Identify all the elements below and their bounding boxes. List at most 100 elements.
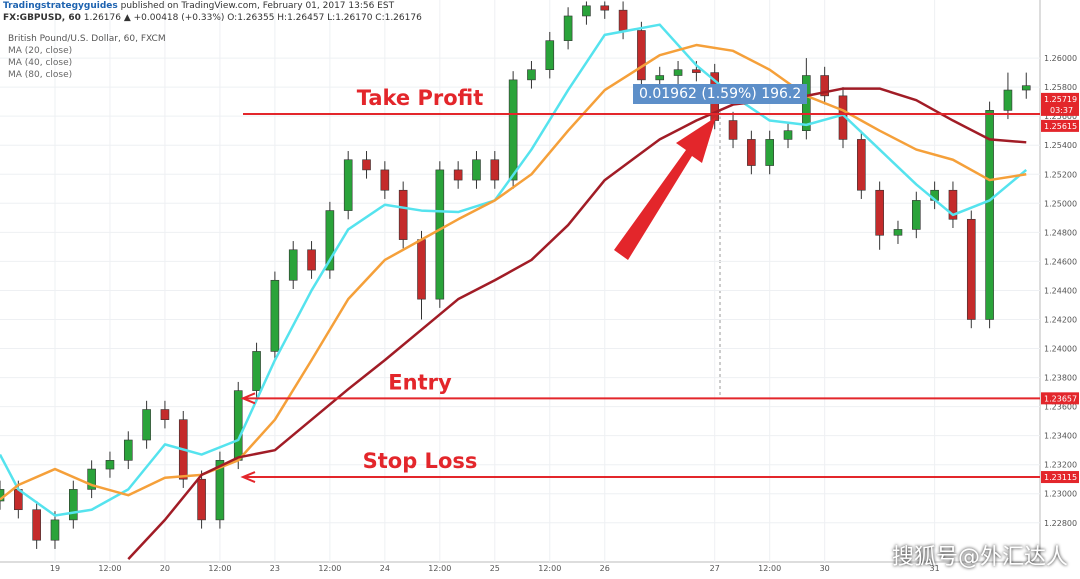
- candle-body: [911, 200, 921, 230]
- legend-item: MA (80, close): [8, 70, 73, 80]
- candle-body: [435, 169, 445, 300]
- candle-body: [490, 159, 500, 181]
- candle-body: [142, 409, 151, 441]
- candle-body: [32, 509, 41, 541]
- x-tick-label: 20: [160, 564, 170, 573]
- price-tag-label: 1.23657: [1044, 394, 1077, 403]
- candle-body: [728, 120, 738, 140]
- x-tick-label: 12:00: [538, 564, 561, 573]
- candle-body: [288, 249, 298, 281]
- y-tick-label: 1.23200: [1044, 461, 1077, 470]
- candle-body: [307, 249, 316, 271]
- y-tick-label: 1.23600: [1044, 403, 1077, 412]
- candle-body: [783, 130, 793, 140]
- y-tick-label: 1.23400: [1044, 432, 1077, 441]
- candle-body: [87, 468, 96, 490]
- price-tag: [1041, 119, 1079, 132]
- y-tick-label: 1.23000: [1044, 490, 1077, 499]
- y-tick-label: 1.24200: [1044, 315, 1077, 324]
- y-tick-label: 1.24800: [1044, 228, 1077, 237]
- x-tick-label: 31: [930, 564, 940, 573]
- level-label: Entry: [388, 370, 452, 394]
- x-tick-label: 12:00: [208, 564, 231, 573]
- y-tick-label: 1.25800: [1044, 83, 1077, 92]
- y-tick-label: 1.25400: [1044, 141, 1077, 150]
- candle-body: [50, 519, 60, 541]
- quote-line: FX:GBPUSD, 60 1.26176 ▲ +0.00418 (+0.33%…: [3, 13, 422, 23]
- legend-item: MA (20, close): [8, 46, 73, 56]
- candle-body: [380, 169, 390, 191]
- y-tick-label: 1.24000: [1044, 345, 1077, 354]
- x-tick-label: 19: [50, 564, 60, 573]
- candle-body: [1021, 85, 1031, 91]
- symbol: FX:GBPUSD, 60: [3, 13, 81, 23]
- candle-body: [1003, 89, 1013, 111]
- candle-body: [673, 69, 683, 76]
- ma-line: [0, 43, 1027, 501]
- y-tick-label: 1.26000: [1044, 54, 1077, 63]
- x-tick-label: 12:00: [758, 564, 781, 573]
- candle-body: [637, 30, 646, 81]
- x-tick-label: 23: [270, 564, 280, 573]
- annotation-arrow: [614, 117, 716, 260]
- price-tag: [1041, 392, 1079, 405]
- level-label: Take Profit: [357, 86, 484, 110]
- candle-body: [692, 69, 701, 73]
- candle-body: [875, 189, 884, 236]
- candle-body: [508, 79, 518, 181]
- last-price-tag: [1041, 92, 1079, 116]
- candle-body: [417, 239, 426, 300]
- candle-body: [563, 15, 573, 41]
- last-price-label: 1.25719: [1044, 95, 1077, 104]
- candle-body: [618, 9, 628, 31]
- candle-body: [966, 218, 976, 320]
- quote: 1.26176 ▲ +0.00418 (+0.33%) O:1.26355 H:…: [83, 13, 422, 23]
- y-tick-label: 1.22800: [1044, 519, 1077, 528]
- candle-body: [948, 189, 958, 220]
- x-tick-label: 24: [380, 564, 390, 573]
- candle-body: [857, 139, 866, 191]
- level-arrow: [240, 392, 256, 405]
- candle-body: [582, 5, 591, 17]
- candle-body: [453, 169, 463, 181]
- level-label: Stop Loss: [363, 449, 478, 473]
- candle-body: [215, 460, 225, 521]
- candle-body: [600, 5, 610, 11]
- ma-line: [127, 87, 1027, 560]
- candle-body: [325, 210, 335, 271]
- candle-body: [69, 489, 78, 521]
- candle-body: [398, 189, 408, 240]
- candle-body: [545, 40, 555, 71]
- author: Tradingstrategyguides: [3, 1, 118, 11]
- x-tick-label: 12:00: [428, 564, 451, 573]
- candle-body: [105, 460, 115, 470]
- price-tag: [1041, 471, 1079, 484]
- price-tag-label: 1.25615: [1044, 122, 1077, 131]
- measurement-label: 0.01962 (1.59%) 196.2: [633, 84, 808, 104]
- y-tick-label: 1.24600: [1044, 257, 1077, 266]
- candle-body: [160, 409, 170, 420]
- watermark: 搜狐号@外汇达人: [891, 545, 1068, 570]
- x-tick-label: 26: [600, 564, 610, 573]
- x-tick-label: 30: [820, 564, 830, 573]
- candle-body: [527, 69, 536, 81]
- candle-body: [893, 229, 903, 236]
- price-tag-label: 1.23115: [1044, 473, 1077, 482]
- level-arrow: [240, 471, 256, 483]
- candle-body: [655, 75, 665, 81]
- candle-body: [747, 139, 756, 166]
- candle-body: [472, 159, 481, 181]
- description: British Pound/U.S. Dollar, 60, FXCM: [8, 34, 166, 44]
- x-tick-label: 12:00: [318, 564, 341, 573]
- y-tick-label: 1.24400: [1044, 286, 1077, 295]
- last-price-time: 03:37: [1050, 106, 1073, 115]
- y-tick-label: 1.25000: [1044, 199, 1077, 208]
- published: published on TradingView.com, February 0…: [120, 1, 395, 11]
- y-tick-label: 1.25600: [1044, 112, 1077, 121]
- candle-body: [233, 390, 243, 461]
- header-line: Tradingstrategyguides published on Tradi…: [3, 1, 394, 11]
- candle-body: [197, 478, 206, 521]
- x-tick-label: 12:00: [98, 564, 121, 573]
